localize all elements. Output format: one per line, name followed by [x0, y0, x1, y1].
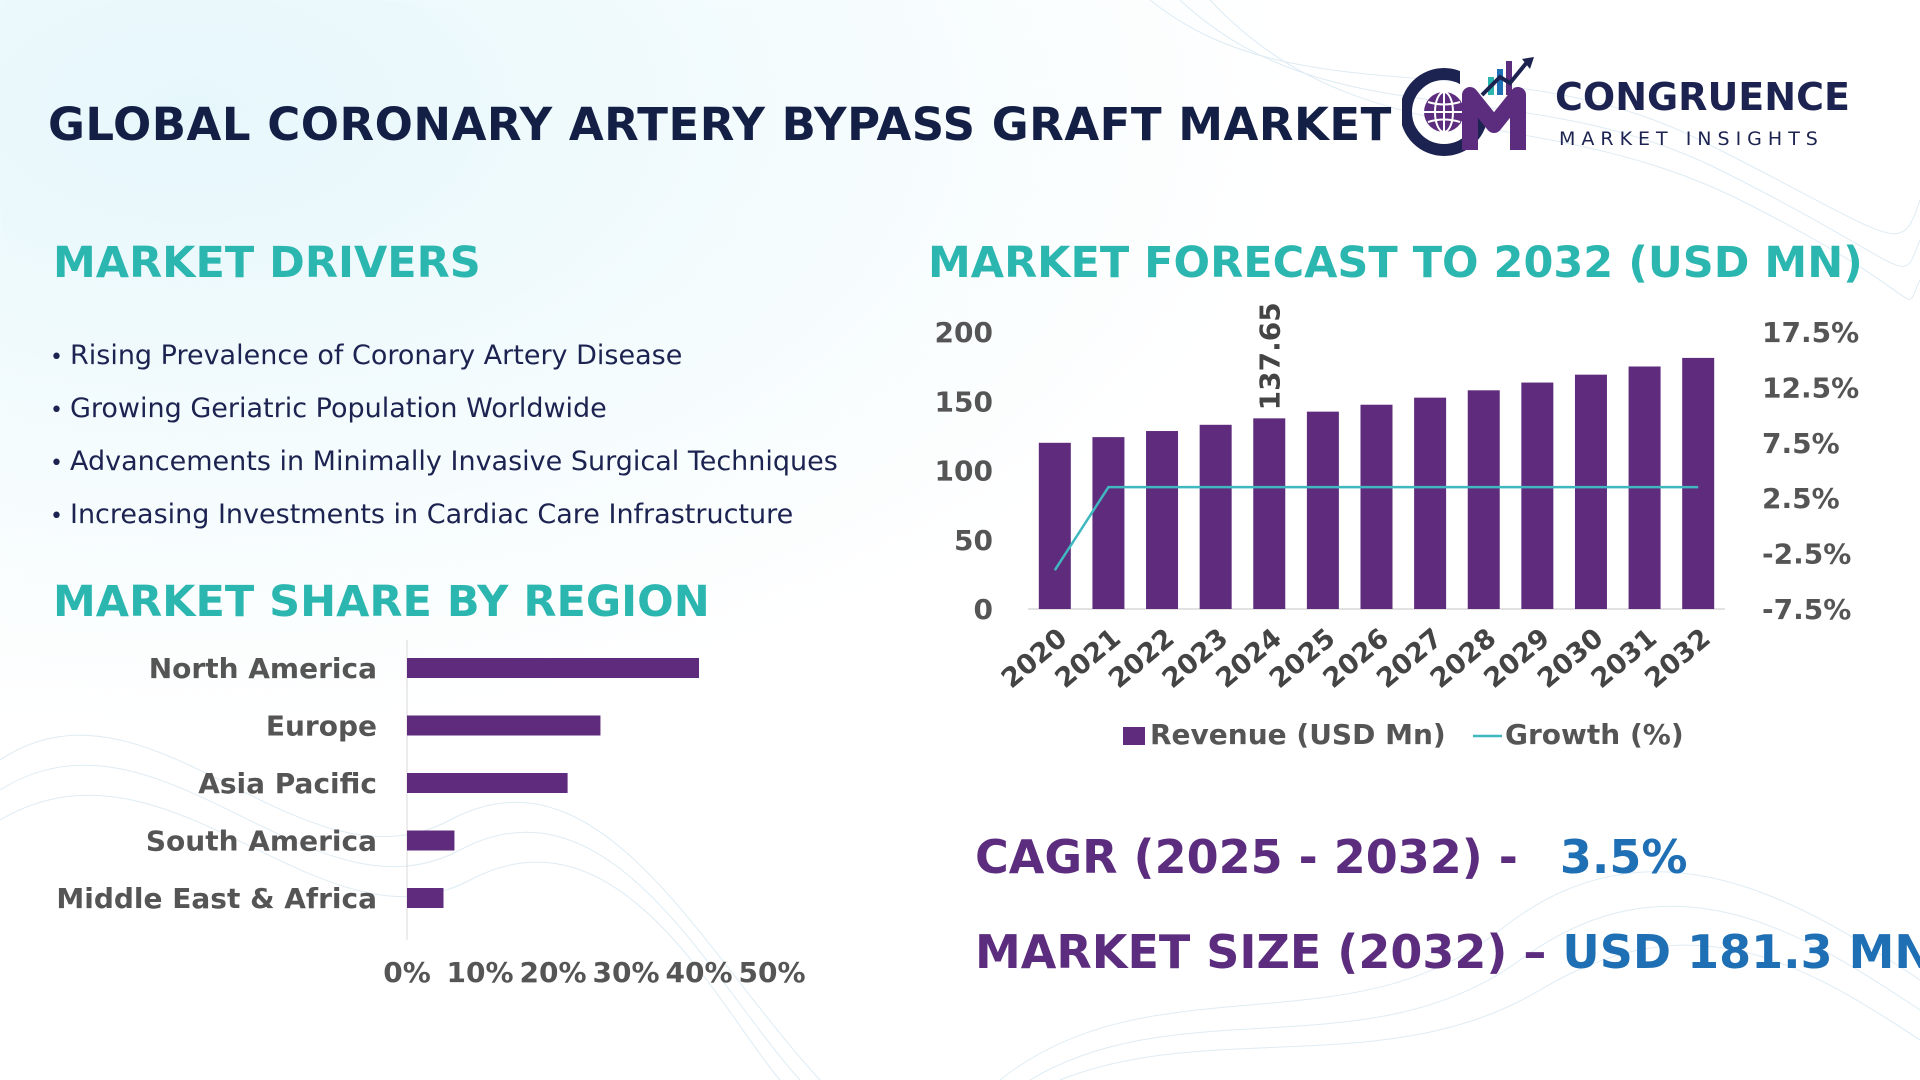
revenue-bar: [1092, 437, 1125, 609]
list-item: Rising Prevalence of Coronary Artery Dis…: [50, 340, 838, 393]
forecast-left-tick: 50: [954, 524, 993, 557]
forecast-right-tick: 17.5%: [1762, 316, 1859, 349]
market-size-label: MARKET SIZE (2032) –: [975, 925, 1563, 979]
forecast-right-tick: -7.5%: [1762, 593, 1851, 626]
revenue-bar: [1467, 390, 1500, 609]
forecast-left-tick: 0: [974, 593, 993, 626]
revenue-bar: [1682, 357, 1715, 609]
company-logo: CONGRUENCE MARKET INSIGHTS: [1402, 55, 1872, 160]
region-bar: [407, 715, 601, 736]
region-x-tick: 0%: [383, 956, 431, 989]
forecast-right-tick: 7.5%: [1762, 427, 1840, 460]
region-x-tick: 40%: [665, 956, 732, 989]
revenue-bar: [1199, 424, 1232, 609]
list-item: Advancements in Minimally Invasive Surgi…: [50, 446, 838, 499]
cm-globe-logo-icon: [1402, 57, 1534, 156]
region-share-chart: North America Europe Asia Pacific South Ame…: [56, 640, 806, 989]
forecast-title: MARKET FORECAST TO 2032 (USD MN): [928, 238, 1863, 288]
list-item: Increasing Investments in Cardiac Care I…: [50, 499, 838, 552]
cagr-label: CAGR (2025 - 2032) -: [975, 830, 1534, 884]
forecast-right-tick: -2.5%: [1762, 538, 1851, 571]
market-size-value: USD 181.3 MN: [1562, 925, 1920, 979]
legend-growth-label: Growth (%): [1505, 718, 1684, 751]
revenue-bar: [1521, 382, 1554, 609]
region-bar: [407, 888, 444, 908]
page-title: GLOBAL CORONARY ARTERY BYPASS GRAFT MARK…: [48, 98, 1392, 151]
forecast-right-tick: 12.5%: [1762, 371, 1859, 404]
region-label: North America: [149, 652, 377, 685]
revenue-bar: [1414, 397, 1447, 609]
region-x-tick: 20%: [519, 956, 586, 989]
region-bar: [407, 658, 699, 678]
region-x-tick: 50%: [738, 956, 805, 989]
revenue-bar: [1253, 418, 1286, 609]
region-label: Asia Pacific: [198, 767, 377, 800]
revenue-bar: [1306, 411, 1339, 609]
growth-line: [1053, 485, 1699, 571]
market-size-stat: MARKET SIZE (2032) – USD 181.3 MN: [975, 925, 1920, 979]
region-x-tick: 10%: [446, 956, 513, 989]
legend-revenue-label: Revenue (USD Mn): [1150, 718, 1446, 751]
revenue-bar: [1574, 374, 1607, 609]
drivers-title: MARKET DRIVERS: [53, 238, 481, 288]
region-x-tick: 30%: [592, 956, 659, 989]
drivers-list: Rising Prevalence of Coronary Artery Dis…: [50, 340, 838, 552]
region-title: MARKET SHARE BY REGION: [53, 577, 710, 627]
cagr-value: 3.5%: [1559, 830, 1688, 884]
legend-revenue-swatch: [1123, 727, 1145, 745]
forecast-right-tick: 2.5%: [1762, 482, 1840, 515]
cagr-stat: CAGR (2025 - 2032) - 3.5%: [975, 830, 1687, 884]
region-label: Europe: [266, 710, 377, 743]
forecast-left-tick: 200: [935, 316, 993, 349]
forecast-left-tick: 100: [935, 455, 993, 488]
revenue-data-label: 137.65: [1253, 302, 1286, 410]
forecast-left-tick: 150: [935, 385, 993, 418]
forecast-chart: 0 50 100 150 200 -7.5% -2.5% 2.5% 7.5% 12.5% 17.5%…: [935, 302, 1860, 751]
logo-tagline: MARKET INSIGHTS: [1559, 128, 1824, 150]
list-item: Growing Geriatric Population Worldwide: [50, 393, 838, 446]
revenue-bar: [1038, 442, 1071, 609]
revenue-bar: [1146, 431, 1179, 609]
region-bar: [407, 773, 568, 793]
region-label: Middle East & Africa: [56, 882, 377, 915]
region-label: South America: [146, 825, 377, 858]
region-bar: [407, 830, 455, 851]
revenue-bar: [1360, 404, 1393, 609]
logo-name: CONGRUENCE: [1555, 75, 1850, 119]
